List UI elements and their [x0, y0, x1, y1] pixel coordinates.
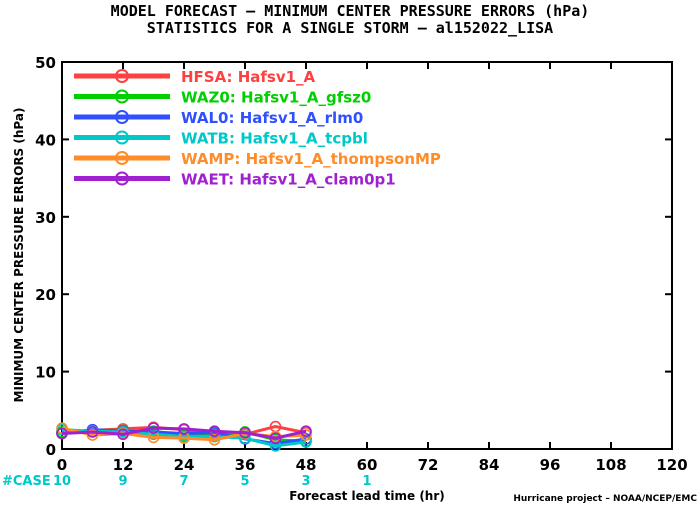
- series-layer: [56, 420, 312, 452]
- x-tick-label: 84: [479, 456, 500, 474]
- case-label: #CASE: [2, 474, 51, 489]
- x-axis: 0 12 24 36 48 60 72 84 96 108 120: [57, 62, 688, 474]
- x-tick-label: 48: [296, 456, 317, 474]
- chart-title: MODEL FORECAST – MINIMUM CENTER PRESSURE…: [111, 2, 590, 20]
- legend-entry: WATB: Hafsv1_A_tcpbl: [181, 130, 368, 148]
- data-point: [117, 428, 129, 441]
- data-point: [147, 422, 160, 434]
- x-tick-label: 120: [656, 456, 687, 474]
- legend-marker: [115, 171, 129, 186]
- y-axis: 0 10 20 30 40 50: [35, 54, 672, 459]
- y-tick-label: 30: [35, 209, 56, 227]
- legend-marker: [115, 69, 129, 83]
- case-count: 9: [118, 474, 127, 489]
- plot-area: [61, 61, 673, 450]
- series-line: [61, 426, 307, 440]
- legend-marker: [115, 110, 129, 124]
- y-tick-label: 50: [35, 54, 56, 72]
- y-tick-label: 20: [35, 286, 56, 304]
- data-point: [300, 436, 312, 448]
- legend: HFSA: Hafsv1_A WAZ0: Hafsv1_A_gfsz0 WAL0: …: [74, 68, 441, 189]
- x-tick-label: 36: [235, 456, 256, 474]
- case-count: 7: [179, 474, 188, 489]
- legend-entry: WAMP: Hafsv1_A_thompsonMP: [181, 150, 441, 168]
- data-point: [269, 432, 282, 444]
- legend-marker: [115, 89, 129, 104]
- case-count: 10: [53, 474, 71, 489]
- x-tick-label: 12: [113, 456, 134, 474]
- legend-entry: WAZ0: Hafsv1_A_gfsz0: [181, 89, 371, 107]
- x-axis-label: Forecast lead time (hr): [289, 489, 445, 503]
- x-tick-label: 72: [418, 456, 439, 474]
- chart-subtitle: STATISTICS FOR A SINGLE STORM – al152022…: [147, 19, 553, 37]
- y-tick-label: 10: [35, 364, 56, 382]
- data-point: [86, 429, 99, 441]
- credit-text: Hurricane project – NOAA/NCEP/EMC: [513, 494, 697, 504]
- case-count: 1: [362, 474, 371, 489]
- data-point: [239, 426, 251, 439]
- data-point: [300, 433, 312, 445]
- data-point: [208, 433, 221, 446]
- x-tick-label: 108: [595, 456, 626, 474]
- x-tick-label: 0: [57, 456, 67, 474]
- y-tick-label: 40: [35, 131, 56, 149]
- y-axis-label: MINIMUM CENTER PRESSURE ERRORS (hPa): [12, 108, 26, 403]
- legend-marker: [115, 130, 129, 145]
- data-point: [208, 425, 221, 437]
- case-count: 5: [240, 474, 249, 489]
- data-point: [56, 427, 68, 440]
- legend-marker: [115, 151, 129, 165]
- legend-entry: HFSA: Hafsv1_A: [181, 68, 316, 86]
- data-point: [86, 426, 99, 438]
- data-point: [300, 425, 312, 437]
- x-tick-label: 24: [174, 456, 195, 474]
- x-tick-label: 96: [540, 456, 561, 474]
- legend-entry: WAL0: Hafsv1_A_rlm0: [181, 109, 363, 127]
- case-count: 3: [301, 474, 310, 489]
- data-point: [300, 429, 312, 441]
- y-tick-label: 0: [46, 441, 56, 459]
- case-counts: #CASE 10 9 7 5 3 1: [2, 474, 372, 489]
- legend-entry: WAET: Hafsv1_A_clam0p1: [181, 171, 396, 189]
- x-tick-label: 60: [357, 456, 378, 474]
- data-point: [178, 423, 190, 435]
